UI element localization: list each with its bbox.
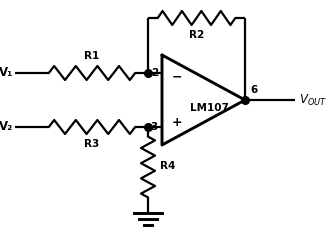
Text: 3: 3 xyxy=(151,122,158,132)
Text: V₁: V₁ xyxy=(0,67,13,80)
Text: −: − xyxy=(172,71,182,84)
Text: R3: R3 xyxy=(84,139,100,149)
Text: R4: R4 xyxy=(160,161,175,171)
Text: R2: R2 xyxy=(189,30,204,40)
Text: +: + xyxy=(172,117,182,130)
Text: R1: R1 xyxy=(84,51,100,61)
Text: V₂: V₂ xyxy=(0,121,13,134)
Text: 2: 2 xyxy=(151,68,158,78)
Text: 6: 6 xyxy=(250,85,257,95)
Text: $V_{OUT}$: $V_{OUT}$ xyxy=(299,93,327,108)
Text: LM107: LM107 xyxy=(190,103,229,113)
